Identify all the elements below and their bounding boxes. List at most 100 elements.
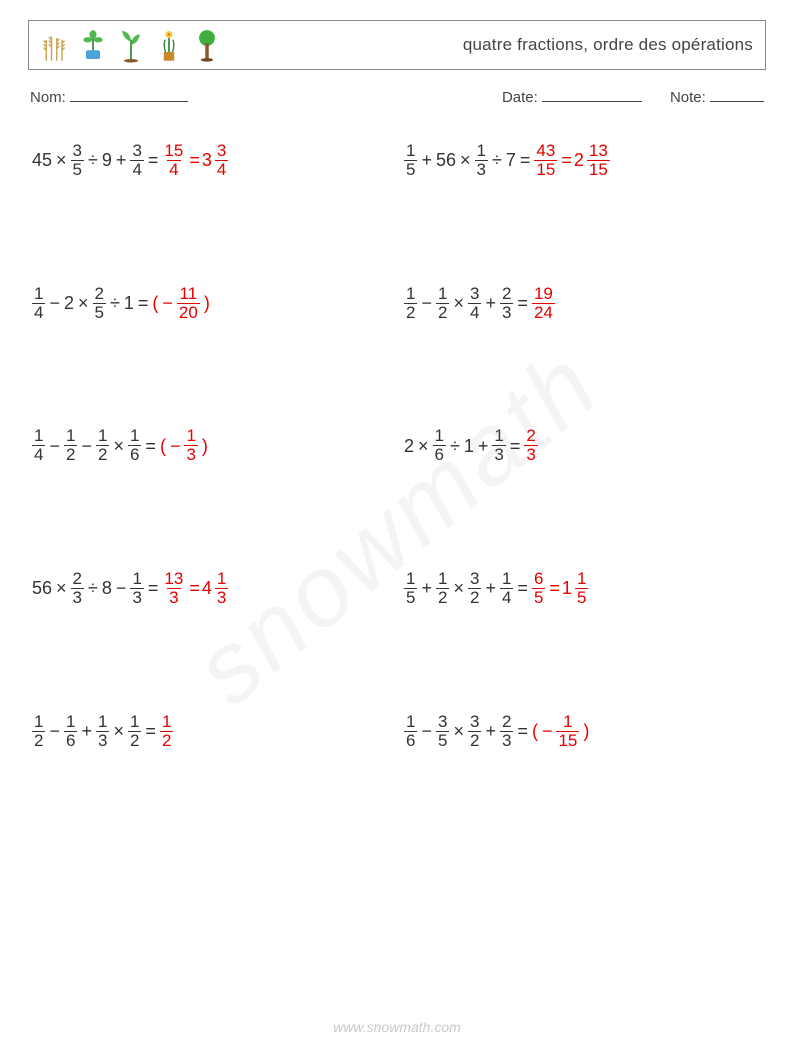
- note-blank[interactable]: [710, 88, 764, 102]
- problem-9: 12 − 16 + 13 × 12 = 12: [30, 713, 392, 750]
- fraction: 12: [434, 570, 451, 607]
- fraction: 13: [473, 142, 490, 179]
- operator: +: [419, 151, 434, 169]
- operator: −: [419, 722, 434, 740]
- operator: +: [483, 722, 498, 740]
- operator: −: [419, 294, 434, 312]
- operator: =: [515, 579, 530, 597]
- fraction: 14: [30, 285, 47, 322]
- daffodil-icon: [155, 27, 183, 63]
- fraction: 12: [126, 713, 143, 750]
- tree-icon: [193, 27, 221, 63]
- neg-sign: −: [540, 722, 555, 740]
- operator: ×: [458, 151, 473, 169]
- operator: +: [476, 437, 491, 455]
- operator: −: [47, 437, 62, 455]
- problem-2: 15 + 56 × 13 ÷ 7 = 4315 = 21315: [402, 142, 764, 179]
- operator: ÷: [448, 437, 462, 455]
- fraction: 16: [62, 713, 79, 750]
- paren: (: [158, 437, 168, 455]
- fraction: 35: [69, 142, 86, 179]
- integer: 56: [30, 579, 54, 597]
- name-blank[interactable]: [70, 88, 188, 102]
- potted-plant-icon: [79, 27, 107, 63]
- paren: ): [200, 437, 210, 455]
- fraction: 12: [62, 427, 79, 464]
- operator: =: [187, 151, 202, 169]
- integer: 1: [122, 294, 136, 312]
- fraction: 13: [128, 570, 145, 607]
- problem-8: 15 + 12 × 32 + 14 = 65 = 115: [402, 570, 764, 607]
- fraction: 15: [402, 142, 419, 179]
- fraction: 13: [213, 570, 230, 607]
- operator: =: [515, 722, 530, 740]
- fraction: 115: [554, 713, 581, 750]
- fraction: 35: [434, 713, 451, 750]
- fraction: 23: [522, 427, 539, 464]
- operator: +: [79, 722, 94, 740]
- problem-3: 14 − 2 × 25 ÷ 1 = (−1120): [30, 285, 392, 322]
- operator: ÷: [108, 294, 122, 312]
- operator: =: [143, 722, 158, 740]
- fraction: 15: [402, 570, 419, 607]
- header-box: quatre fractions, ordre des opérations: [28, 20, 766, 70]
- fraction: 12: [434, 285, 451, 322]
- operator: =: [146, 151, 161, 169]
- fraction: 65: [530, 570, 547, 607]
- problem-1: 45 × 35 ÷ 9 + 34 = 154 = 334: [30, 142, 392, 179]
- fraction: 23: [498, 285, 515, 322]
- fraction: 13: [490, 427, 507, 464]
- fraction: 1924: [530, 285, 557, 322]
- problem-4: 12 − 12 × 34 + 23 = 1924: [402, 285, 764, 322]
- paren: ): [581, 722, 591, 740]
- integer: 2: [402, 437, 416, 455]
- operator: =: [143, 437, 158, 455]
- fraction: 4315: [532, 142, 559, 179]
- fraction: 16: [126, 427, 143, 464]
- date-label: Date:: [502, 89, 538, 106]
- fraction: 133: [160, 570, 187, 607]
- operator: =: [508, 437, 523, 455]
- fraction: 32: [466, 570, 483, 607]
- operator: ÷: [490, 151, 504, 169]
- paren: (: [530, 722, 540, 740]
- fraction: 32: [466, 713, 483, 750]
- operator: =: [559, 151, 574, 169]
- fraction: 12: [402, 285, 419, 322]
- operator: ×: [111, 437, 126, 455]
- fraction: 13: [182, 427, 199, 464]
- operator: =: [518, 151, 533, 169]
- problem-10: 16 − 35 × 32 + 23 = (−115): [402, 713, 764, 750]
- operator: =: [515, 294, 530, 312]
- fraction: 34: [466, 285, 483, 322]
- operator: −: [114, 579, 129, 597]
- header-icons: [41, 27, 221, 63]
- name-label: Nom:: [30, 89, 66, 106]
- operator: −: [47, 722, 62, 740]
- mixed-number: 115: [562, 570, 590, 607]
- operator: −: [47, 294, 62, 312]
- operator: ×: [76, 294, 91, 312]
- operator: −: [79, 437, 94, 455]
- integer: 45: [30, 151, 54, 169]
- fraction: 23: [498, 713, 515, 750]
- operator: ×: [54, 151, 69, 169]
- integer: 9: [100, 151, 114, 169]
- problem-5: 14 − 12 − 12 × 16 = (−13): [30, 427, 392, 464]
- integer: 7: [504, 151, 518, 169]
- fraction: 154: [160, 142, 187, 179]
- paren: ): [202, 294, 212, 312]
- fraction: 16: [431, 427, 448, 464]
- operator: +: [419, 579, 434, 597]
- operator: ×: [54, 579, 69, 597]
- fraction: 15: [573, 570, 590, 607]
- operator: ×: [451, 722, 466, 740]
- operator: ×: [451, 579, 466, 597]
- operator: +: [483, 579, 498, 597]
- date-blank[interactable]: [542, 88, 642, 102]
- mixed-number: 413: [202, 570, 230, 607]
- fraction: 23: [69, 570, 86, 607]
- fraction: 16: [402, 713, 419, 750]
- wheat-icon: [41, 27, 69, 63]
- fraction: 12: [30, 713, 47, 750]
